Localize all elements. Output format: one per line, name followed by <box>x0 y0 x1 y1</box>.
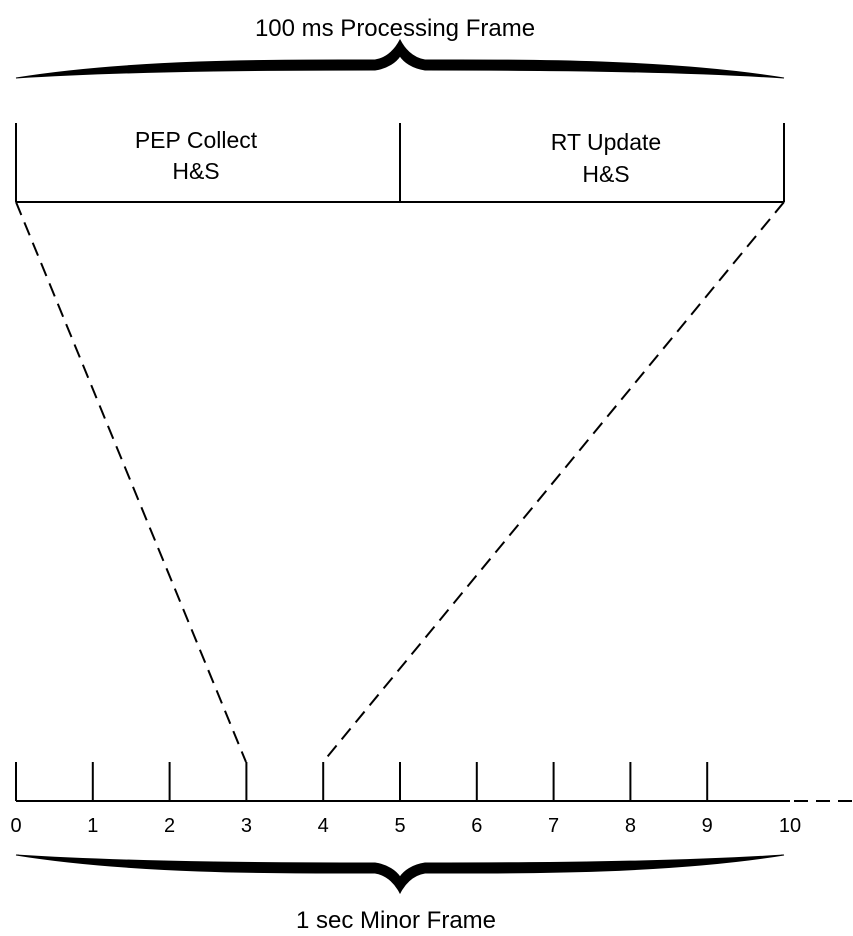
bottom-caption: 1 sec Minor Frame <box>296 907 496 934</box>
tick-label: 2 <box>164 815 175 837</box>
tick-label: 0 <box>10 815 21 837</box>
tick-label: 10 <box>779 815 801 837</box>
tick-label: 9 <box>702 815 713 837</box>
timeline-ticks: 0 1 2 3 4 5 6 7 8 9 10 <box>10 762 801 837</box>
tick-label: 8 <box>625 815 636 837</box>
rt-update-label: RT Update <box>551 129 661 155</box>
top-brace <box>15 38 785 79</box>
rt-update-hs-label: H&S <box>582 161 629 187</box>
pep-collect-hs-label: H&S <box>172 158 219 184</box>
zoom-line-left <box>15 201 247 763</box>
tick-label: 5 <box>394 815 405 837</box>
tick-label: 3 <box>241 815 252 837</box>
bottom-brace <box>15 854 785 895</box>
zoom-line-right <box>322 201 785 763</box>
processing-frame-box <box>15 123 785 203</box>
tick-label: 7 <box>548 815 559 837</box>
tick-label: 1 <box>87 815 98 837</box>
top-caption: 100 ms Processing Frame <box>255 15 535 42</box>
tick-label: 4 <box>318 815 329 837</box>
pep-collect-label: PEP Collect <box>135 127 258 153</box>
tick-label: 6 <box>471 815 482 837</box>
